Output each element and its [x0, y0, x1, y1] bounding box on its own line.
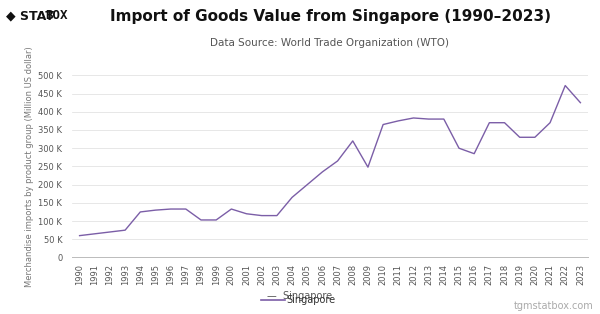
Y-axis label: Merchandise imports by product group (Million US dollar): Merchandise imports by product group (Mi…	[25, 46, 34, 287]
Text: Import of Goods Value from Singapore (1990–2023): Import of Goods Value from Singapore (19…	[110, 9, 551, 24]
Text: Data Source: World Trade Organization (WTO): Data Source: World Trade Organization (W…	[211, 38, 449, 48]
Text: ◆ STAT: ◆ STAT	[6, 9, 54, 22]
Text: Singapore: Singapore	[287, 295, 336, 305]
Text: BOX: BOX	[45, 9, 67, 22]
Text: —  Singapore: — Singapore	[268, 291, 332, 301]
Text: tgmstatbox.com: tgmstatbox.com	[514, 301, 594, 311]
